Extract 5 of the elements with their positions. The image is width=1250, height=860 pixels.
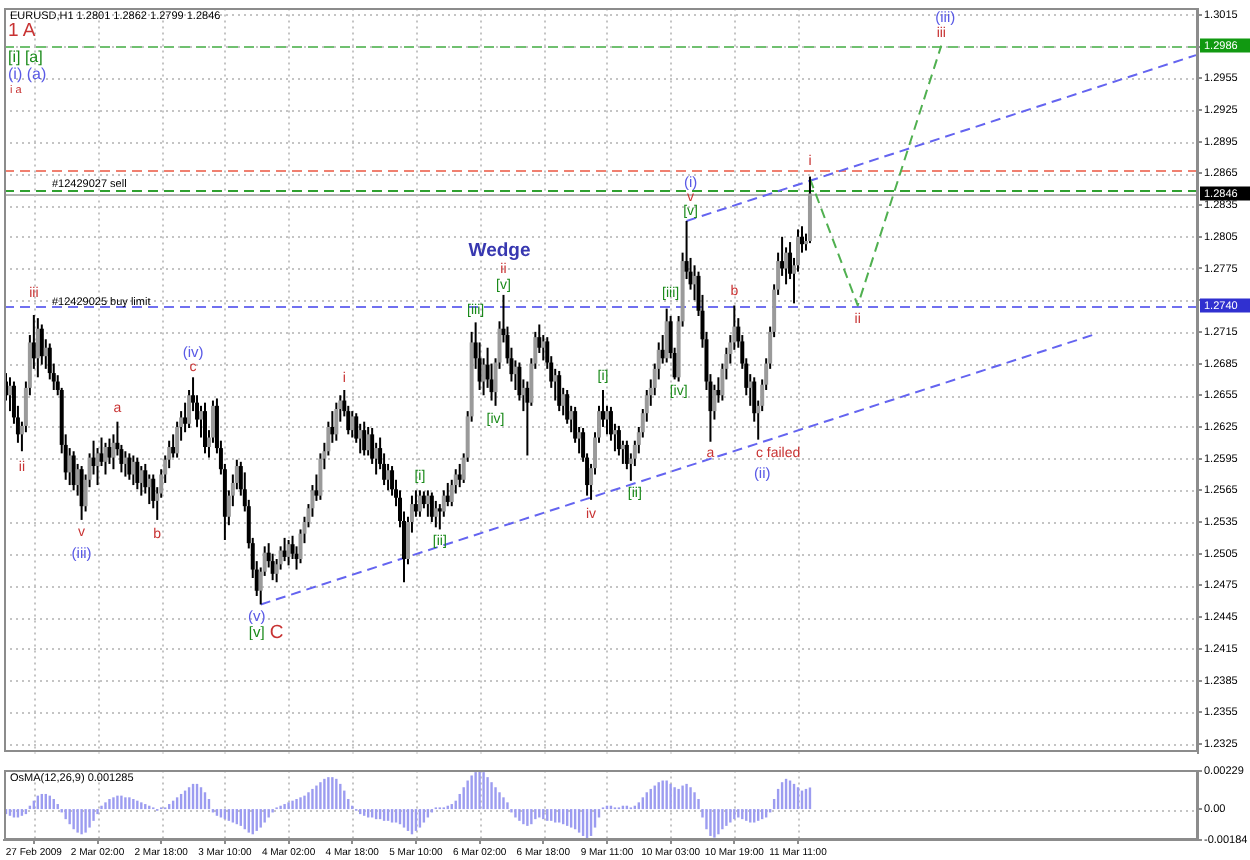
annotation: 1 A	[8, 19, 37, 42]
annotation: C	[269, 621, 284, 644]
annotation: (i) (a)	[8, 65, 47, 84]
annotation: Wedge	[468, 240, 531, 263]
annotation: [i] [a]	[8, 48, 43, 67]
